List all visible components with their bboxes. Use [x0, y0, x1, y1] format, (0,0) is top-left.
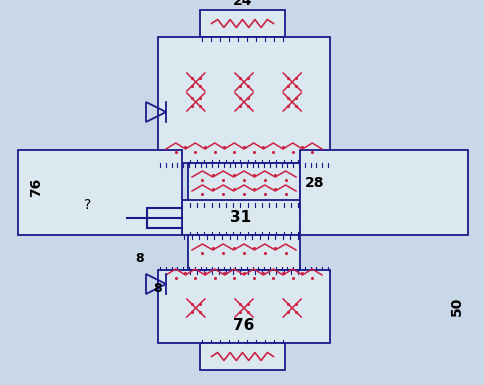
Text: 8: 8 [136, 252, 144, 265]
Text: 76: 76 [29, 178, 43, 197]
Bar [18, 150, 182, 235]
Text: 24: 24 [232, 0, 252, 8]
Bar [182, 200, 300, 235]
Bar [199, 343, 285, 370]
Bar [188, 235, 300, 270]
Text: ?: ? [84, 198, 91, 212]
Text: 76: 76 [233, 318, 254, 333]
Text: 28: 28 [304, 176, 324, 190]
Text: 50: 50 [449, 297, 463, 316]
Text: 8: 8 [152, 281, 161, 295]
Bar [300, 150, 467, 235]
Bar [199, 10, 285, 37]
Text: 31: 31 [230, 210, 251, 225]
Bar [188, 163, 300, 203]
Bar [158, 37, 329, 163]
Bar [158, 270, 329, 343]
